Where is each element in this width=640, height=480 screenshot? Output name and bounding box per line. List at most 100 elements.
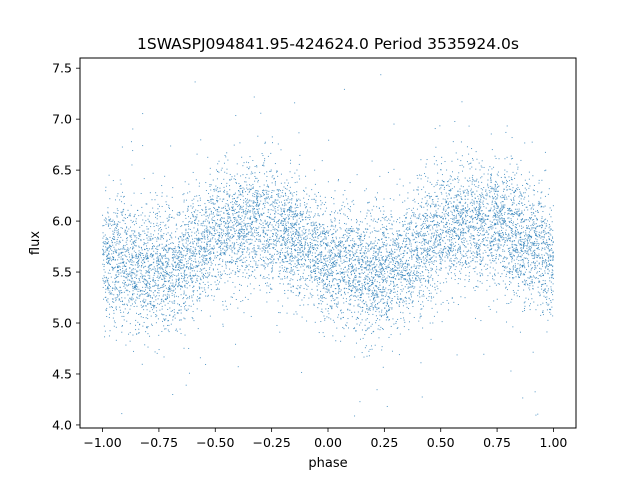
data-point: [515, 252, 517, 254]
data-point: [300, 276, 302, 278]
data-point: [227, 231, 229, 233]
data-point: [479, 214, 481, 216]
data-point: [126, 289, 128, 291]
data-point: [207, 261, 209, 263]
data-point: [303, 251, 305, 253]
data-point: [398, 301, 400, 303]
data-point: [527, 258, 529, 260]
data-point: [103, 281, 105, 283]
data-point: [186, 263, 188, 265]
data-point: [177, 246, 179, 248]
data-point: [534, 277, 536, 279]
data-point: [426, 258, 428, 260]
data-point: [327, 251, 329, 253]
data-point: [342, 245, 344, 247]
data-point: [134, 213, 136, 215]
data-point: [223, 191, 225, 193]
data-point: [130, 264, 132, 266]
data-point: [465, 215, 467, 217]
data-point: [523, 241, 525, 243]
data-point: [270, 152, 272, 154]
data-point: [253, 214, 255, 216]
data-point: [441, 184, 443, 186]
data-point: [383, 269, 385, 271]
data-point: [299, 250, 301, 252]
data-point: [545, 283, 547, 285]
data-point: [249, 156, 251, 158]
data-point: [428, 280, 430, 282]
data-point: [370, 285, 372, 287]
data-point: [246, 213, 248, 215]
data-point: [374, 279, 376, 281]
data-point: [285, 228, 287, 230]
data-point: [403, 239, 405, 241]
data-point: [277, 240, 279, 242]
data-point: [310, 276, 312, 278]
data-point: [275, 242, 277, 244]
data-point: [279, 241, 281, 243]
data-point: [338, 219, 340, 221]
data-point: [496, 187, 498, 188]
data-point: [208, 285, 210, 287]
data-point: [443, 206, 445, 208]
data-point: [420, 218, 422, 220]
data-point: [523, 289, 525, 291]
data-point: [492, 210, 494, 212]
data-point: [404, 286, 406, 288]
data-point: [499, 221, 501, 223]
data-point: [211, 263, 213, 265]
data-point: [454, 178, 456, 180]
data-point: [263, 276, 265, 278]
data-point: [395, 256, 397, 258]
data-point: [471, 166, 473, 168]
data-point: [445, 278, 447, 280]
data-point: [208, 249, 210, 251]
data-point: [301, 264, 303, 266]
data-point: [369, 299, 371, 301]
data-point: [404, 246, 406, 248]
data-point: [435, 224, 437, 226]
data-point: [386, 245, 388, 247]
data-point: [467, 180, 469, 182]
data-point: [503, 217, 505, 219]
data-point: [356, 289, 358, 291]
data-point: [511, 274, 513, 276]
data-point: [458, 236, 460, 238]
data-point: [533, 243, 535, 245]
data-point: [260, 194, 262, 196]
data-point: [290, 286, 292, 288]
data-point: [115, 307, 117, 309]
data-point: [520, 225, 522, 227]
data-point: [416, 189, 418, 191]
data-point: [247, 223, 249, 225]
data-point: [237, 258, 239, 260]
data-point: [481, 269, 483, 271]
data-point: [268, 244, 270, 246]
data-point: [391, 350, 393, 352]
data-point: [408, 286, 410, 288]
data-point: [184, 318, 186, 320]
data-point: [133, 281, 135, 283]
data-point: [201, 275, 203, 277]
data-point: [382, 267, 384, 269]
data-point: [351, 294, 353, 296]
data-point: [121, 297, 123, 299]
data-point: [105, 218, 107, 220]
data-point: [193, 216, 195, 218]
data-point: [320, 269, 322, 271]
data-point: [345, 257, 347, 259]
data-point: [454, 258, 456, 260]
data-point: [188, 216, 190, 218]
data-point: [335, 303, 337, 305]
data-point: [195, 265, 197, 267]
data-point: [240, 175, 242, 177]
data-point: [127, 313, 129, 315]
data-point: [244, 296, 246, 298]
data-point: [202, 281, 204, 283]
data-point: [152, 262, 154, 264]
data-point: [128, 248, 130, 250]
data-point: [461, 211, 463, 213]
data-point: [539, 295, 541, 297]
data-point: [364, 238, 366, 240]
data-point: [165, 298, 167, 300]
